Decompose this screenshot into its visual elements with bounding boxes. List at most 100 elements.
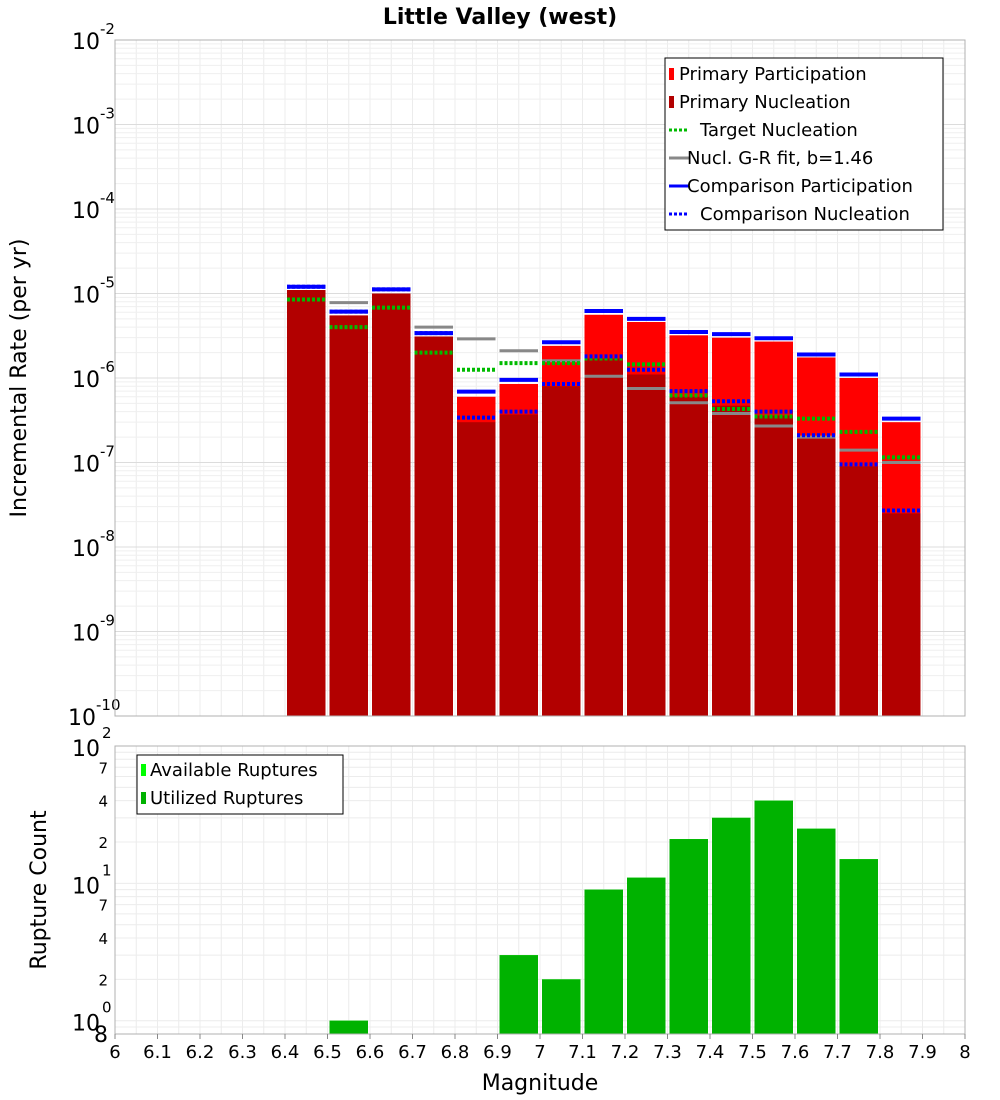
count-y-minor-label: 2: [98, 971, 108, 989]
x-tick-label: 6.4: [271, 1042, 300, 1063]
rate-y-tick-label: 10-10: [68, 696, 121, 731]
primary-nucleation-bar: [414, 336, 453, 716]
utilized-ruptures-bar: [329, 1020, 368, 1034]
rate-markers: [287, 284, 921, 513]
rate-legend-item: Comparison Nucleation: [669, 204, 910, 225]
count-y-minor-label: 4: [98, 793, 108, 811]
utilized-ruptures-bar: [839, 859, 878, 1034]
x-tick-label: 6.8: [441, 1042, 470, 1063]
rate-y-tick-label: 10-5: [72, 274, 115, 309]
rate-y-tick-base: 10: [72, 453, 100, 478]
rate-y-tick-exp: -4: [100, 189, 115, 207]
x-tick-label: 7.2: [611, 1042, 640, 1063]
rate-y-tick-label: 10-7: [72, 443, 115, 478]
utilized-ruptures-bar: [712, 817, 751, 1034]
x-tick-label: 6.2: [186, 1042, 215, 1063]
count-y-tick-base: 10: [72, 1012, 100, 1037]
rate-legend-item: Primary Nucleation: [669, 92, 851, 113]
utilized-ruptures-bar: [669, 839, 708, 1034]
x-tick-label: 6.6: [356, 1042, 385, 1063]
rate-y-ticks: 10-210-310-410-510-610-710-810-910-10: [68, 20, 121, 731]
primary-nucleation-bar: [457, 422, 496, 716]
rate-y-tick-base: 10: [72, 30, 100, 55]
utilized-ruptures-bar: [797, 828, 836, 1034]
rate-legend: Primary Participation Primary Nucleation T…: [664, 57, 944, 231]
legend-label: Target Nucleation: [699, 120, 858, 141]
count-y-tick-base: 10: [72, 737, 100, 762]
count-legend-box: [136, 754, 344, 815]
legend-label: Primary Participation: [679, 64, 867, 85]
x-tick-label: 7.9: [908, 1042, 937, 1063]
rate-y-tick-exp: -2: [100, 20, 115, 38]
x-tick-label: 7.6: [781, 1042, 810, 1063]
rate-legend-item: Target Nucleation: [669, 120, 858, 141]
primary-nucleation-bar: [329, 315, 368, 716]
count-y-tick-exp: 0: [102, 999, 112, 1017]
legend-swatch: [141, 764, 146, 776]
rate-y-tick-label: 10-6: [72, 358, 115, 393]
chart-title: Little Valley (west): [383, 5, 617, 30]
count-y-tick-label: 102: [72, 724, 112, 762]
utilized-ruptures-bar: [754, 800, 793, 1034]
primary-nucleation-bar: [882, 513, 921, 716]
count-y-tick-label: 100: [72, 999, 112, 1037]
rate-y-tick-base: 10: [72, 115, 100, 140]
legend-label: Primary Nucleation: [679, 92, 851, 113]
utilized-ruptures-bar: [584, 889, 623, 1034]
rate-y-axis-label: Incremental Rate (per yr): [7, 239, 32, 518]
count-y-minor-label: 8: [94, 1023, 108, 1048]
x-axis-ticks: 6 6.1 6.2 6.3 6.4 6.5 6.6 6.7 6.8 6.9 7 7.1 7.2 7.3 7.…: [109, 1034, 971, 1063]
count-y-minor-label: 2: [98, 834, 108, 852]
utilized-ruptures-bar: [499, 955, 538, 1034]
legend-swatch: [141, 792, 146, 804]
rate-y-tick-label: 10-8: [72, 527, 115, 562]
rate-y-tick-exp: -3: [100, 105, 115, 123]
x-tick-label: 7.8: [866, 1042, 895, 1063]
count-bars: [329, 800, 878, 1034]
x-tick-label: 8: [959, 1042, 970, 1063]
rate-y-tick-base: 10: [68, 706, 96, 731]
count-y-minor-label: 4: [98, 930, 108, 948]
x-tick-label: 6.3: [228, 1042, 257, 1063]
count-y-minor-label: 7: [98, 897, 108, 915]
legend-label: Available Ruptures: [150, 760, 318, 781]
count-y-minor-label: 7: [98, 759, 108, 777]
primary-nucleation-bar: [287, 290, 326, 716]
x-tick-label: 7.5: [738, 1042, 767, 1063]
rate-y-tick-exp: -10: [96, 696, 121, 714]
count-y-axis-label: Rupture Count: [27, 810, 52, 970]
primary-nucleation-bar: [669, 396, 708, 716]
legend-label: Comparison Participation: [687, 176, 913, 197]
rate-y-tick-label: 10-4: [72, 189, 115, 224]
rate-y-tick-exp: -7: [100, 443, 115, 461]
rate-y-tick-base: 10: [72, 284, 100, 309]
primary-nucleation-bar: [712, 405, 751, 716]
count-y-tick-base: 10: [72, 874, 100, 899]
rate-legend-box: [664, 57, 944, 231]
rate-y-tick-base: 10: [72, 622, 100, 647]
rate-y-tick-label: 10-3: [72, 105, 115, 140]
x-axis-label: Magnitude: [482, 1071, 599, 1096]
count-legend-item: Available Ruptures: [141, 760, 318, 781]
rate-y-tick-exp: -6: [100, 358, 115, 376]
primary-nucleation-bar: [797, 437, 836, 716]
x-tick-label: 7.1: [568, 1042, 597, 1063]
primary-nucleation-bar: [839, 466, 878, 716]
x-tick-label: 7.4: [696, 1042, 725, 1063]
legend-swatch: [669, 68, 674, 80]
x-tick-label: 7: [534, 1042, 545, 1063]
x-tick-label: 6.9: [483, 1042, 512, 1063]
rate-y-tick-label: 10-2: [72, 20, 115, 55]
x-tick-label: 6.7: [398, 1042, 427, 1063]
count-y-tick-exp: 2: [102, 724, 112, 742]
primary-nucleation-bar: [372, 293, 411, 716]
primary-nucleation-bar: [754, 415, 793, 716]
rate-legend-item: Nucl. G-R fit, b=1.46: [669, 148, 873, 169]
primary-nucleation-bar: [499, 414, 538, 716]
utilized-ruptures-bar: [627, 877, 666, 1034]
rate-y-tick-base: 10: [72, 537, 100, 562]
rate-panel: 10-210-310-410-510-610-710-810-910-10 In…: [7, 20, 966, 731]
